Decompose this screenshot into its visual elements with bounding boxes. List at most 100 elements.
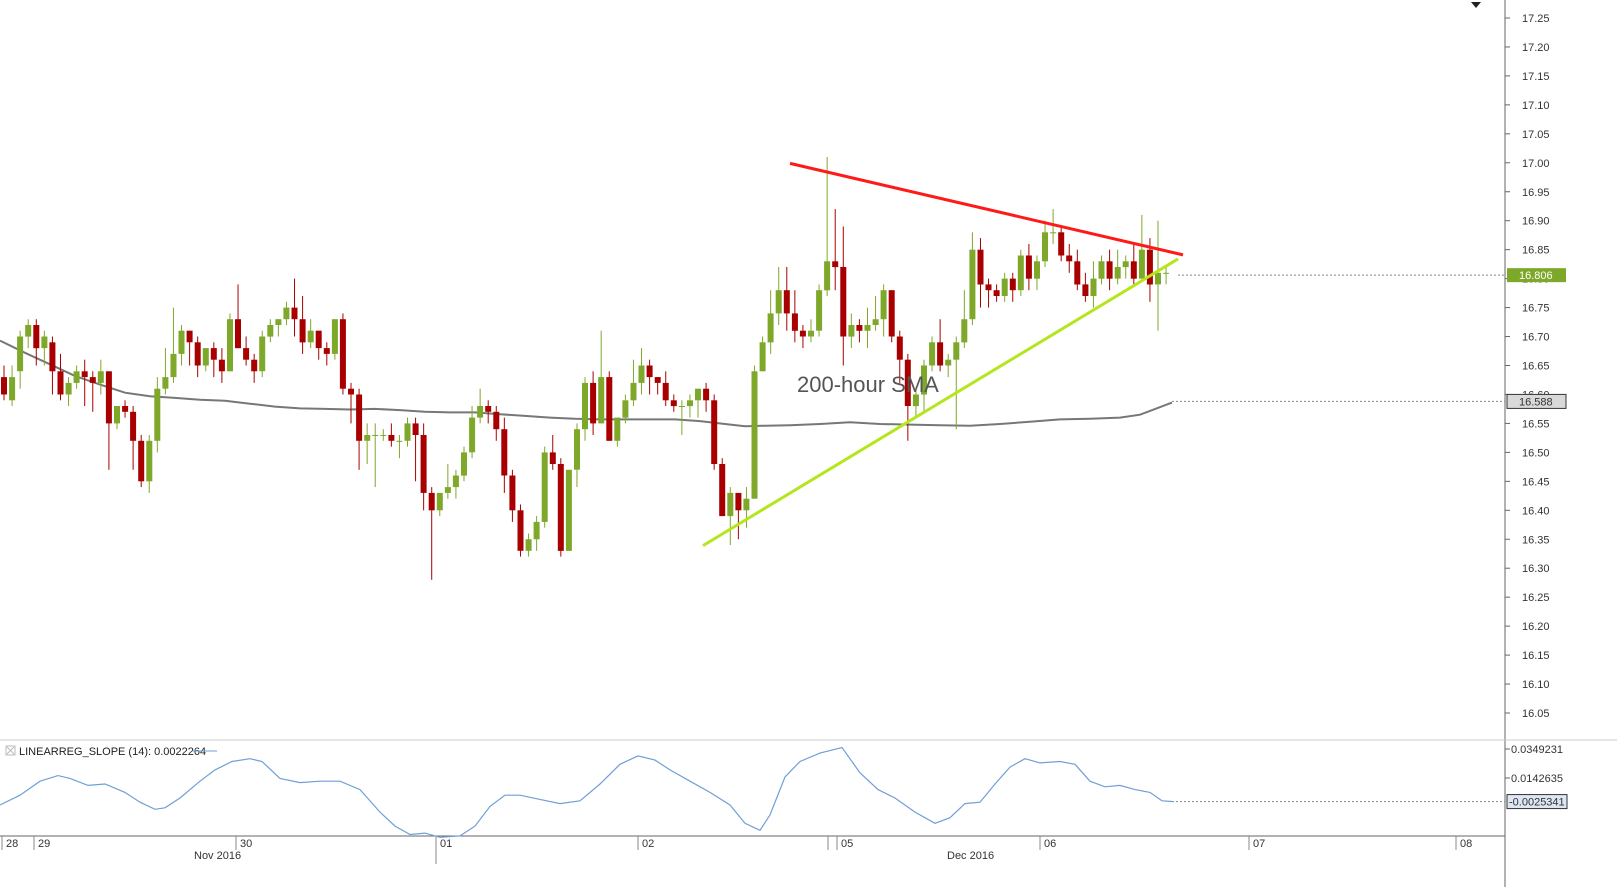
candle-body bbox=[517, 510, 524, 551]
candle-body bbox=[154, 388, 161, 441]
candle-body bbox=[1082, 284, 1089, 296]
candle-body bbox=[896, 336, 903, 360]
candle-body bbox=[937, 342, 944, 366]
candle-body bbox=[1098, 261, 1105, 279]
time-tick-label: 01 bbox=[440, 838, 452, 850]
candle-body bbox=[533, 521, 540, 540]
candle-body bbox=[388, 435, 395, 441]
price-tick-label: 16.75 bbox=[1522, 303, 1550, 315]
candle-body bbox=[614, 417, 621, 441]
sma-price-tag bbox=[1506, 393, 1567, 409]
candle-body bbox=[307, 330, 314, 343]
time-tick-label: 05 bbox=[841, 838, 853, 850]
price-tick-label: 16.95 bbox=[1522, 187, 1550, 199]
candle-body bbox=[1106, 261, 1113, 279]
candle-body bbox=[210, 348, 217, 360]
candle-body bbox=[638, 365, 645, 383]
price-tick-label: 16.85 bbox=[1522, 245, 1550, 257]
candle-body bbox=[1130, 261, 1137, 279]
price-tick-label: 16.90 bbox=[1522, 216, 1550, 228]
candle-body bbox=[832, 261, 839, 268]
candle-body bbox=[557, 464, 564, 551]
candle-body bbox=[65, 382, 72, 395]
price-tick-label: 16.65 bbox=[1522, 361, 1550, 373]
candle-body bbox=[130, 411, 137, 441]
candle-body bbox=[783, 290, 790, 314]
time-tick-label: 06 bbox=[1044, 838, 1056, 850]
candle-body bbox=[678, 406, 685, 407]
sma-polyline bbox=[0, 339, 1173, 428]
support-trendline bbox=[702, 257, 1179, 547]
candle-body bbox=[880, 290, 887, 320]
resistance-trendline bbox=[789, 161, 1184, 257]
month-label: Dec 2016 bbox=[947, 850, 994, 862]
candle-body bbox=[348, 388, 354, 395]
candle-body bbox=[1001, 278, 1008, 296]
candle-body bbox=[1042, 232, 1048, 262]
candle-body bbox=[1017, 255, 1024, 291]
candle-body bbox=[436, 492, 443, 511]
candle-body bbox=[670, 400, 677, 407]
candle-body bbox=[598, 377, 605, 424]
candle-body bbox=[323, 348, 330, 354]
candle-body bbox=[904, 359, 911, 406]
candle-body bbox=[985, 284, 992, 291]
candle-body bbox=[1034, 261, 1040, 279]
candle-body bbox=[840, 267, 847, 337]
last-price-tag bbox=[1507, 268, 1566, 283]
indicator-close-icon[interactable] bbox=[5, 745, 16, 756]
price-tick-label: 16.15 bbox=[1522, 650, 1550, 662]
candle-body bbox=[695, 388, 701, 401]
price-tick-label: 17.25 bbox=[1522, 13, 1550, 25]
candle-body bbox=[444, 487, 451, 493]
candle-body bbox=[122, 406, 129, 412]
candle-body bbox=[89, 377, 96, 383]
candle-body bbox=[606, 377, 613, 441]
sma-annotation: 200-hour SMA bbox=[797, 372, 939, 397]
price-tick-label: 16.25 bbox=[1522, 592, 1550, 604]
candle-body bbox=[81, 371, 88, 378]
candle-body bbox=[1066, 255, 1073, 262]
candle-body bbox=[485, 406, 492, 412]
price-tick-label: 16.30 bbox=[1522, 563, 1550, 575]
candle-body bbox=[1, 377, 7, 395]
price-tick-label: 16.20 bbox=[1522, 621, 1550, 633]
candle-body bbox=[477, 406, 484, 418]
indicator-tick-label: 0.0349231 bbox=[1511, 744, 1563, 756]
candle-body bbox=[816, 290, 823, 331]
candle-body bbox=[654, 377, 661, 383]
candle-body bbox=[1122, 261, 1129, 268]
candle-body bbox=[73, 371, 80, 383]
candle-body bbox=[775, 290, 782, 314]
candle-body bbox=[1146, 249, 1153, 285]
month-label: Nov 2016 bbox=[194, 850, 241, 862]
candle-body bbox=[1009, 278, 1016, 291]
indicator-last-label: -0.0025341 bbox=[1509, 797, 1565, 809]
candle-body bbox=[856, 325, 863, 331]
price-tick-label: 16.55 bbox=[1522, 418, 1550, 430]
time-axis: 28 29 30 01 02 05 06 07 08 Nov 2016 Dec 2016 bbox=[1, 836, 1472, 864]
candle-body bbox=[57, 371, 64, 395]
candle-body bbox=[452, 475, 459, 488]
candle-body bbox=[1114, 267, 1121, 279]
candle-body bbox=[146, 440, 153, 482]
candle-body bbox=[711, 400, 718, 464]
price-tick-label: 17.10 bbox=[1522, 100, 1550, 112]
time-tick-label: 08 bbox=[1460, 838, 1472, 850]
dropdown-arrow-icon[interactable] bbox=[1471, 2, 1481, 8]
candle-body bbox=[630, 382, 637, 401]
indicator-axis: 0.0349231 0.0142635 bbox=[1505, 744, 1563, 785]
candle-body bbox=[1138, 249, 1145, 279]
candle-body bbox=[1163, 272, 1170, 274]
candle-body bbox=[767, 313, 774, 343]
candle-body bbox=[235, 319, 241, 349]
candle-body bbox=[396, 440, 403, 442]
sma-price-label: 16.588 bbox=[1519, 396, 1553, 408]
price-axis: 17.25 17.20 17.15 17.10 17.05 17.00 16.95 16.90… bbox=[1505, 13, 1550, 720]
close-icon[interactable] bbox=[6, 746, 15, 755]
price-tick-label: 16.70 bbox=[1522, 332, 1550, 344]
candle-body bbox=[929, 342, 936, 366]
candle-body bbox=[41, 336, 48, 349]
time-tick-label: 07 bbox=[1253, 838, 1265, 850]
